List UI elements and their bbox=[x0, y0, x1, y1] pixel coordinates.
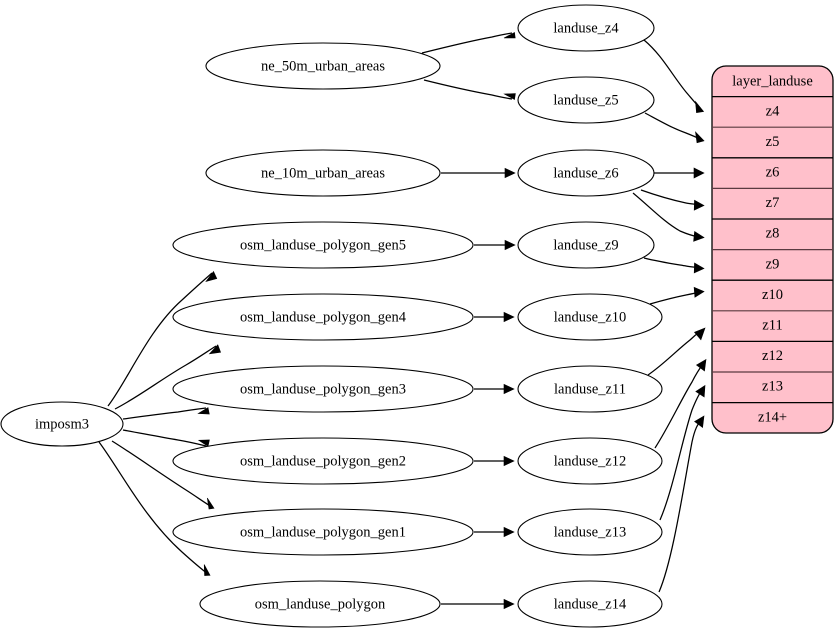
edge-osm_landuse_polygon_gen1-to-landuse_z13 bbox=[474, 526, 515, 538]
node-label-landuse-z13: landuse_z13 bbox=[554, 524, 626, 540]
node-layer-landuse-table[interactable]: layer_landuse z4 z5 z6 z7 z8 z9 z10 z11 … bbox=[711, 65, 834, 434]
edge-landuse_z6-to-layer_landuse-z7 bbox=[640, 189, 705, 211]
edge-imposm3-to-osm_landuse_polygon_gen2 bbox=[122, 429, 210, 447]
table-row-z11[interactable]: z11 bbox=[762, 318, 782, 334]
edge-osm_landuse_polygon_gen2-to-landuse_z12 bbox=[474, 455, 515, 467]
edge-landuse_z9-to-layer_landuse-z9 bbox=[643, 257, 705, 274]
edge-imposm3-to-osm_landuse_polygon bbox=[98, 441, 211, 576]
layer-nodes-layer: landuse_z4 landuse_z5 landuse_z6 landuse… bbox=[517, 4, 663, 628]
table-row-z5[interactable]: z5 bbox=[766, 134, 780, 150]
node-ne-50m-urban-areas[interactable]: ne_50m_urban_areas bbox=[205, 42, 441, 90]
edge-landuse_z4-to-layer_landuse-z4 bbox=[643, 39, 705, 113]
node-label-imposm3: imposm3 bbox=[35, 416, 89, 432]
table-row-z8[interactable]: z8 bbox=[766, 226, 780, 242]
node-label-landuse-z11: landuse_z11 bbox=[554, 381, 626, 397]
node-label-landuse-z14: landuse_z14 bbox=[554, 596, 627, 612]
table-header-layer-landuse: layer_landuse bbox=[732, 73, 813, 89]
edge-imposm3-to-osm_landuse_polygon_gen1 bbox=[111, 440, 215, 510]
table-row-z10[interactable]: z10 bbox=[762, 287, 783, 303]
node-landuse-z10[interactable]: landuse_z10 bbox=[517, 293, 663, 341]
node-label-osm-landuse-polygon-gen4: osm_landuse_polygon_gen4 bbox=[240, 309, 407, 325]
edge-osm_landuse_polygon-to-landuse_z14 bbox=[441, 598, 515, 610]
node-label-landuse-z4: landuse_z4 bbox=[553, 20, 619, 36]
edge-landuse_z6-to-layer_landuse-z6 bbox=[654, 167, 705, 179]
table-row-z13[interactable]: z13 bbox=[762, 379, 783, 395]
node-label-landuse-z12: landuse_z12 bbox=[554, 453, 626, 469]
table-row-z12[interactable]: z12 bbox=[762, 348, 783, 364]
edge-osm_landuse_polygon_gen5-to-landuse_z9 bbox=[474, 239, 516, 251]
node-osm-landuse-polygon[interactable]: osm_landuse_polygon bbox=[199, 580, 441, 628]
node-landuse-z4[interactable]: landuse_z4 bbox=[517, 4, 655, 52]
edge-landuse_z13-to-layer_landuse-z13 bbox=[659, 384, 706, 521]
node-landuse-z9[interactable]: landuse_z9 bbox=[517, 221, 655, 269]
table-row-z7[interactable]: z7 bbox=[766, 195, 780, 211]
edge-imposm3-to-osm_landuse_polygon_gen5 bbox=[107, 270, 218, 407]
node-landuse-z11[interactable]: landuse_z11 bbox=[517, 365, 663, 413]
node-label-landuse-z10: landuse_z10 bbox=[554, 309, 626, 325]
node-landuse-z14[interactable]: landuse_z14 bbox=[517, 580, 663, 628]
edge-imposm3-to-osm_landuse_polygon_gen3 bbox=[122, 407, 210, 420]
node-label-osm-landuse-polygon-gen3: osm_landuse_polygon_gen3 bbox=[240, 381, 406, 397]
node-landuse-z6[interactable]: landuse_z6 bbox=[517, 149, 655, 197]
node-label-landuse-z5: landuse_z5 bbox=[553, 92, 618, 108]
node-landuse-z13[interactable]: landuse_z13 bbox=[517, 508, 663, 556]
table-row-z14plus[interactable]: z14+ bbox=[758, 409, 787, 425]
edge-osm_landuse_polygon_gen3-to-landuse_z11 bbox=[474, 383, 515, 395]
node-label-ne-50m-urban-areas: ne_50m_urban_areas bbox=[261, 58, 385, 74]
node-landuse-z12[interactable]: landuse_z12 bbox=[517, 437, 663, 485]
node-imposm3[interactable]: imposm3 bbox=[0, 401, 124, 447]
edge-landuse_z12-to-layer_landuse-z12 bbox=[654, 358, 707, 449]
node-osm-landuse-polygon-gen5[interactable]: osm_landuse_polygon_gen5 bbox=[172, 221, 474, 269]
table-row-z4[interactable]: z4 bbox=[766, 103, 780, 119]
edge-landuse_z10-to-layer_landuse-z10 bbox=[649, 286, 705, 305]
node-osm-landuse-polygon-gen2[interactable]: osm_landuse_polygon_gen2 bbox=[172, 437, 474, 485]
node-osm-landuse-polygon-gen4[interactable]: osm_landuse_polygon_gen4 bbox=[172, 293, 474, 341]
edge-imposm3-to-osm_landuse_polygon_gen4 bbox=[114, 344, 222, 410]
edges-layer bbox=[98, 32, 707, 610]
node-ne-10m-urban-areas[interactable]: ne_10m_urban_areas bbox=[205, 149, 441, 197]
node-osm-landuse-polygon-gen3[interactable]: osm_landuse_polygon_gen3 bbox=[172, 365, 474, 413]
node-label-osm-landuse-polygon: osm_landuse_polygon bbox=[255, 596, 386, 612]
node-label-landuse-z6: landuse_z6 bbox=[553, 165, 618, 181]
node-landuse-z5[interactable]: landuse_z5 bbox=[517, 76, 655, 124]
edge-landuse_z6-to-layer_landuse-z8 bbox=[632, 192, 705, 242]
node-label-osm-landuse-polygon-gen1: osm_landuse_polygon_gen1 bbox=[240, 524, 406, 540]
edge-osm_landuse_polygon_gen4-to-landuse_z10 bbox=[474, 311, 515, 323]
edge-ne_50m_urban_areas-to-landuse_z5 bbox=[423, 79, 516, 100]
edge-landuse_z5-to-layer_landuse-z5 bbox=[644, 112, 705, 144]
table-row-z6[interactable]: z6 bbox=[766, 164, 780, 180]
node-label-osm-landuse-polygon-gen2: osm_landuse_polygon_gen2 bbox=[240, 453, 406, 469]
table-row-z9[interactable]: z9 bbox=[766, 256, 780, 272]
node-label-landuse-z9: landuse_z9 bbox=[553, 237, 618, 253]
edge-ne_10m_urban_areas-to-landuse_z6 bbox=[441, 167, 516, 179]
node-label-ne-10m-urban-areas: ne_10m_urban_areas bbox=[261, 165, 385, 181]
edge-landuse_z11-to-layer_landuse-z11 bbox=[647, 327, 706, 376]
node-label-osm-landuse-polygon-gen5: osm_landuse_polygon_gen5 bbox=[240, 237, 406, 253]
node-osm-landuse-polygon-gen1[interactable]: osm_landuse_polygon_gen1 bbox=[172, 508, 474, 556]
edge-ne_50m_urban_areas-to-landuse_z4 bbox=[421, 32, 516, 54]
edge-landuse_z14-to-layer_landuse-z14plus bbox=[658, 415, 705, 593]
source-nodes-layer: imposm3 ne_50m_urban_areas ne_10m_urban_… bbox=[0, 42, 474, 628]
